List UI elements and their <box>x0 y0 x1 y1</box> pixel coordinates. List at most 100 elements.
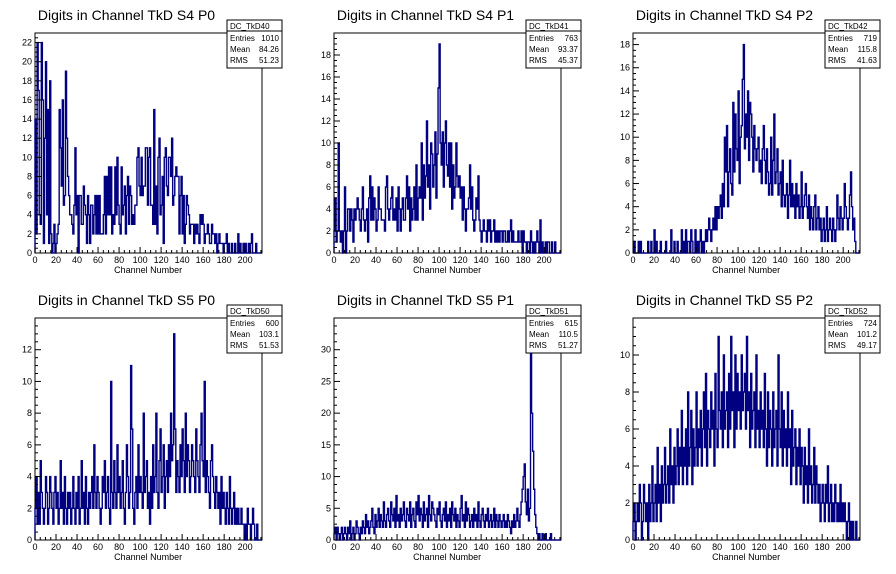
y-tick-label: 10 <box>321 472 331 482</box>
x-tick-label: 200 <box>537 255 552 265</box>
y-tick-label: 8 <box>326 160 331 170</box>
x-tick-label: 40 <box>371 542 381 552</box>
stats-entries-value: 763 <box>565 34 579 43</box>
x-tick-label: 160 <box>794 542 809 552</box>
y-tick-label: 0 <box>326 248 331 258</box>
y-tick-label: 18 <box>22 76 32 86</box>
x-tick-label: 140 <box>773 255 788 265</box>
y-tick-label: 6 <box>326 182 331 192</box>
x-tick-label: 20 <box>649 542 659 552</box>
x-tick-label: 140 <box>773 542 788 552</box>
y-tick-label: 0 <box>625 535 630 545</box>
stats-box-frame <box>824 304 881 354</box>
x-tick-label: 100 <box>731 542 746 552</box>
x-tick-label: 160 <box>794 255 809 265</box>
y-tick-label: 0 <box>27 535 32 545</box>
y-tick-label: 0 <box>326 535 331 545</box>
y-tick-label: 2 <box>625 225 630 235</box>
stats-rms-value: 45.37 <box>558 56 579 65</box>
x-tick-label: 160 <box>196 542 211 552</box>
histogram-line <box>34 333 262 541</box>
stats-box-frame <box>824 19 881 69</box>
x-axis-label: Channel Number <box>712 265 780 275</box>
stats-rms-label: RMS <box>230 56 248 65</box>
x-tick-label: 40 <box>670 542 680 552</box>
x-tick-label: 120 <box>453 542 468 552</box>
y-tick-label: 10 <box>620 350 630 360</box>
x-tick-label: 200 <box>836 542 851 552</box>
stats-entries-value: 719 <box>864 34 878 43</box>
y-tick-label: 14 <box>321 94 331 104</box>
stats-rms-value: 51.27 <box>558 341 579 350</box>
y-tick-label: 6 <box>625 179 630 189</box>
y-tick-label: 20 <box>22 57 32 67</box>
histogram-panel-s4-p2: Digits in Channel TkD S4 P20 20 40 60 80 100 1… <box>620 7 881 275</box>
y-tick-label: 12 <box>22 345 32 355</box>
y-tick-label: 25 <box>321 376 331 386</box>
x-axis-label: Channel Number <box>114 552 182 562</box>
stats-rms-value: 51.23 <box>259 56 280 65</box>
x-tick-label: 200 <box>238 255 253 265</box>
y-tick-label: 22 <box>22 38 32 48</box>
y-tick-label: 10 <box>620 132 630 142</box>
y-tick-label: 12 <box>22 133 32 143</box>
x-tick-label: 200 <box>537 542 552 552</box>
stats-entries-label: Entries <box>529 34 554 43</box>
y-tick-label: 4 <box>326 204 331 214</box>
y-tick-label: 0 <box>625 248 630 258</box>
x-tick-label: 0 <box>331 255 336 265</box>
y-tick-label: 2 <box>27 503 32 513</box>
histogram-line <box>333 349 561 541</box>
stats-mean-value: 101.2 <box>857 330 878 339</box>
y-tick-label: 10 <box>22 376 32 386</box>
y-tick-label: 6 <box>27 440 32 450</box>
x-axis-label: Channel Number <box>413 552 481 562</box>
histogram-panel-s4-p0: Digits in Channel TkD S4 P00 20 40 60 80 100 1… <box>22 7 283 275</box>
y-tick-label: 6 <box>27 191 32 201</box>
x-tick-label: 0 <box>32 255 37 265</box>
stats-box-frame <box>525 304 582 354</box>
stats-name: DC_TkD52 <box>828 307 868 316</box>
x-tick-label: 40 <box>72 542 82 552</box>
x-tick-label: 20 <box>51 542 61 552</box>
y-tick-label: 16 <box>620 63 630 73</box>
x-tick-label: 120 <box>154 542 169 552</box>
x-tick-label: 60 <box>93 542 103 552</box>
y-tick-label: 4 <box>625 461 630 471</box>
histogram-line <box>333 43 561 254</box>
x-tick-label: 0 <box>331 542 336 552</box>
x-tick-label: 60 <box>392 255 402 265</box>
stats-entries-label: Entries <box>529 319 554 328</box>
x-axis-label: Channel Number <box>712 552 780 562</box>
histogram-line <box>632 335 860 541</box>
panel-title: Digits in Channel TkD S5 P1 <box>337 292 514 308</box>
stats-name: DC_TkD51 <box>529 307 569 316</box>
x-tick-label: 160 <box>495 542 510 552</box>
y-tick-label: 10 <box>22 152 32 162</box>
x-tick-label: 180 <box>217 542 232 552</box>
stats-entries-value: 615 <box>565 319 579 328</box>
stats-rms-value: 49.17 <box>857 341 878 350</box>
histogram-line <box>34 41 262 254</box>
x-tick-label: 0 <box>630 255 635 265</box>
x-tick-label: 100 <box>731 255 746 265</box>
x-tick-label: 140 <box>175 542 190 552</box>
stats-rms-value: 51.53 <box>259 341 280 350</box>
y-tick-label: 18 <box>620 40 630 50</box>
stats-mean-value: 84.26 <box>259 45 280 54</box>
y-tick-label: 16 <box>321 72 331 82</box>
x-tick-label: 140 <box>175 255 190 265</box>
x-tick-label: 100 <box>133 542 148 552</box>
y-tick-label: 14 <box>22 114 32 124</box>
y-tick-label: 12 <box>620 109 630 119</box>
y-tick-label: 5 <box>326 503 331 513</box>
x-tick-label: 60 <box>691 255 701 265</box>
y-tick-label: 4 <box>625 202 630 212</box>
stats-mean-label: Mean <box>828 45 848 54</box>
x-tick-label: 80 <box>114 255 124 265</box>
y-tick-label: 6 <box>625 424 630 434</box>
histogram-panel-s5-p1: Digits in Channel TkD S5 P10 20 40 60 80 100 1… <box>321 292 582 562</box>
x-axis-label: Channel Number <box>413 265 481 275</box>
y-tick-label: 8 <box>27 171 32 181</box>
stats-entries-value: 600 <box>266 319 280 328</box>
